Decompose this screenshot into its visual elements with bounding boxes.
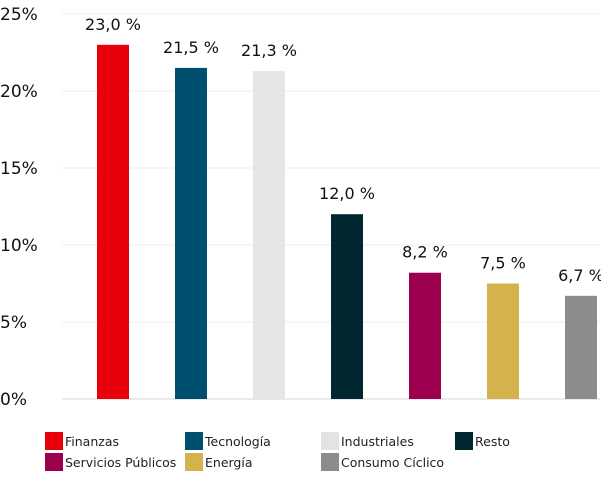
data-label: 7,5 % — [480, 254, 526, 273]
legend-label: Finanzas — [65, 433, 119, 449]
y-tick-label: 20% — [0, 82, 38, 102]
legend-label: Servicios Públicos — [65, 454, 177, 470]
bar-chart: 0% 5% 10% 15% 20% 25% 23,0 % 21,5 % 21,3 % 12,0 %… — [0, 5, 601, 410]
bar-1 — [175, 67, 207, 400]
y-tick-label: 10% — [0, 236, 38, 256]
bar-2 — [253, 70, 285, 399]
y-tick-label: 5% — [0, 313, 27, 333]
bar-3 — [331, 214, 363, 399]
legend-swatch — [455, 432, 473, 450]
data-label: 8,2 % — [402, 243, 448, 262]
legend-item: Tecnología — [185, 431, 271, 451]
legend-label: Energía — [205, 454, 253, 470]
legend-label: Industriales — [341, 433, 414, 449]
legend-item: Energía — [185, 452, 253, 472]
legend-label: Tecnología — [205, 433, 271, 449]
legend-swatch — [45, 432, 63, 450]
data-label: 23,0 % — [85, 15, 141, 34]
bar-5 — [487, 283, 519, 399]
data-label: 12,0 % — [319, 184, 375, 203]
y-tick-label: 0% — [0, 390, 27, 410]
legend-label: Resto — [475, 433, 510, 449]
data-label: 21,3 % — [241, 41, 297, 60]
legend-item: Servicios Públicos — [45, 452, 176, 472]
bar-0 — [97, 44, 129, 400]
bar-6 — [565, 295, 597, 399]
legend-item: Industriales — [321, 431, 414, 451]
legend-swatch — [185, 432, 203, 450]
legend-swatch — [321, 453, 339, 471]
legend-swatch — [185, 453, 203, 471]
legend-item: Resto — [455, 431, 510, 451]
legend-swatch — [45, 453, 63, 471]
legend-item: Consumo Cíclico — [321, 452, 444, 472]
bar-4 — [409, 272, 441, 399]
data-label: 21,5 % — [163, 38, 219, 57]
data-label: 6,7 % — [558, 266, 601, 285]
y-tick-label: 15% — [0, 159, 38, 179]
legend-swatch — [321, 432, 339, 450]
legend-item: Finanzas — [45, 431, 119, 451]
y-tick-label: 25% — [0, 5, 38, 25]
legend-label: Consumo Cíclico — [341, 454, 445, 470]
